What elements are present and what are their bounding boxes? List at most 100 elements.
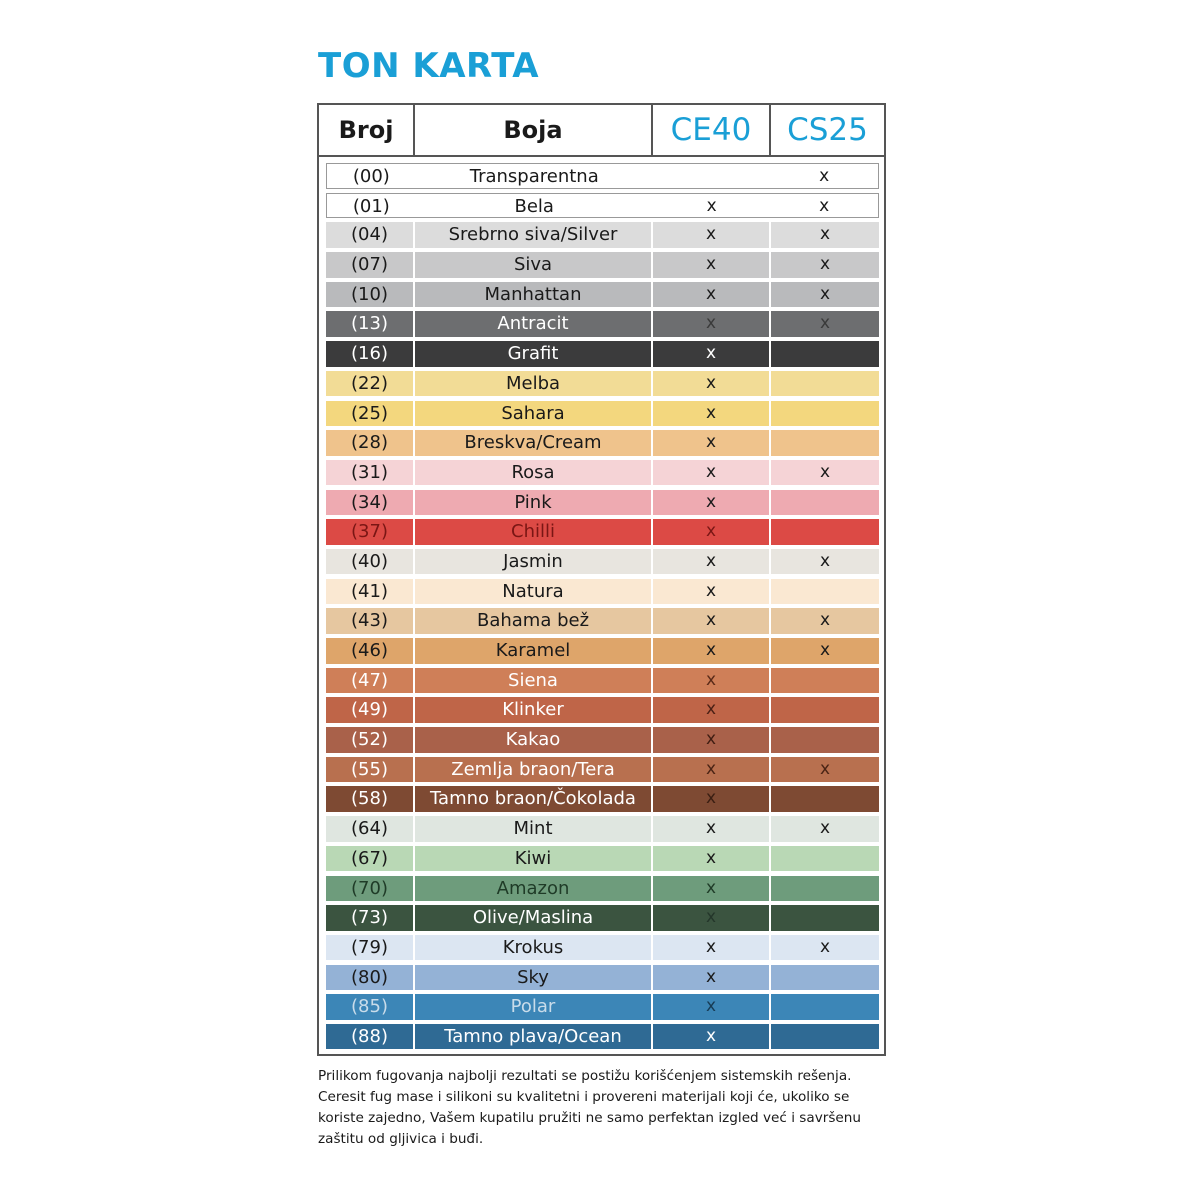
cs25-availability	[771, 786, 879, 812]
cs25-availability: x	[819, 461, 831, 482]
header-broj: Broj	[319, 105, 415, 155]
cs25-availability	[771, 846, 879, 872]
ce40-availability: x	[653, 459, 771, 486]
ce40-availability: x	[653, 519, 771, 545]
table-row: (73) Olive/Maslina x	[326, 905, 879, 931]
cs25-availability	[771, 490, 879, 516]
color-number: (00)	[352, 166, 390, 187]
color-name: Natura	[415, 578, 653, 605]
color-number: (25)	[326, 400, 415, 426]
ce40-availability: x	[653, 1023, 771, 1050]
table-row: (37) Chilli x	[326, 519, 879, 545]
color-number: (13)	[326, 311, 415, 337]
cs25-availability: x	[819, 818, 831, 839]
cs25-availability: x	[819, 283, 831, 304]
color-number: (79)	[326, 934, 415, 961]
ce40-availability: x	[653, 638, 771, 664]
color-name: Antracit	[415, 311, 653, 337]
table-row: (46) Karamel x x	[326, 638, 879, 664]
ce40-availability: x	[653, 281, 771, 308]
color-number: (55)	[326, 756, 415, 783]
color-number: (47)	[326, 667, 415, 694]
color-chart-table: Broj Boja CE40 CS25 (00) Transparentna x (0…	[317, 103, 886, 1056]
cs25-availability: x	[819, 936, 831, 957]
color-name: Mint	[415, 816, 653, 842]
color-number: (34)	[326, 489, 415, 516]
table-row: (43) Bahama bež x x	[326, 608, 879, 634]
table-row: (40) Jasmin x x	[326, 548, 879, 575]
color-number: (40)	[326, 548, 415, 575]
color-number: (52)	[326, 727, 415, 753]
table-row: (79) Krokus x x	[326, 934, 879, 961]
color-number: (46)	[326, 638, 415, 664]
ce40-availability: x	[653, 311, 771, 337]
cs25-availability	[771, 1024, 879, 1050]
color-name: Olive/Maslina	[415, 905, 653, 931]
color-number: (64)	[326, 816, 415, 842]
ce40-availability: x	[653, 816, 771, 842]
table-row: (10) Manhattan x x	[326, 281, 879, 308]
color-number: (88)	[326, 1023, 415, 1050]
ce40-availability	[653, 164, 771, 188]
table-row: (28) Breskva/Cream x	[326, 430, 879, 456]
table-row: (01) Bela x x	[326, 192, 879, 219]
ce40-availability: x	[653, 845, 771, 872]
table-row: (25) Sahara x	[326, 400, 879, 426]
color-number: (43)	[326, 608, 415, 634]
color-name: Klinker	[415, 697, 653, 723]
color-number: (58)	[326, 786, 415, 812]
cs25-availability: x	[819, 195, 830, 216]
color-name: Pink	[415, 489, 653, 516]
cs25-availability	[771, 519, 879, 545]
color-name: Tamno braon/Čokolada	[415, 786, 653, 812]
ce40-availability: x	[653, 370, 771, 397]
ce40-availability: x	[706, 195, 717, 216]
cs25-availability: x	[819, 640, 831, 660]
cs25-availability	[771, 876, 879, 902]
color-number: (49)	[326, 697, 415, 723]
color-name: Tamno plava/Ocean	[415, 1023, 653, 1050]
ce40-availability: x	[653, 905, 771, 931]
cs25-availability	[771, 994, 879, 1020]
color-number: (85)	[326, 994, 415, 1020]
color-name: Sky	[415, 964, 653, 991]
cs25-availability	[771, 371, 879, 397]
table-row: (34) Pink x	[326, 489, 879, 516]
color-rows: (00) Transparentna x (01) Bela x x (04) Srebrno …	[326, 163, 879, 1054]
color-name: Siena	[415, 667, 653, 694]
color-name: Kiwi	[415, 845, 653, 872]
color-number: (37)	[326, 519, 415, 545]
table-row: (13) Antracit x x	[326, 311, 879, 337]
ce40-availability: x	[653, 964, 771, 991]
ce40-availability: x	[653, 252, 771, 278]
table-header: Broj Boja CE40 CS25	[319, 105, 884, 157]
color-number: (07)	[326, 252, 415, 278]
color-name: Karamel	[415, 638, 653, 664]
table-row: (47) Siena x	[326, 667, 879, 694]
color-name: Jasmin	[415, 548, 653, 575]
ce40-availability: x	[653, 786, 771, 812]
ce40-availability: x	[653, 489, 771, 516]
color-number: (31)	[326, 459, 415, 486]
color-name: Sahara	[415, 400, 653, 426]
table-row: (58) Tamno braon/Čokolada x	[326, 786, 879, 812]
color-name: Transparentna	[469, 166, 599, 187]
color-name: Bela	[514, 195, 554, 217]
color-number: (01)	[352, 195, 390, 217]
cs25-availability	[771, 905, 879, 931]
ce40-availability: x	[653, 875, 771, 901]
ce40-availability: x	[653, 400, 771, 426]
color-name: Grafit	[415, 341, 653, 367]
color-number: (28)	[326, 430, 415, 456]
color-number: (73)	[326, 905, 415, 931]
color-number: (10)	[326, 281, 415, 308]
ce40-availability: x	[653, 222, 771, 248]
cs25-availability: x	[819, 313, 831, 334]
cs25-availability	[771, 341, 879, 367]
table-row: (07) Siva x x	[326, 252, 879, 278]
cs25-availability: x	[819, 758, 831, 779]
table-row: (41) Natura x	[326, 578, 879, 605]
table-row: (67) Kiwi x	[326, 845, 879, 872]
table-row: (22) Melba x	[326, 370, 879, 397]
color-name: Srebrno siva/Silver	[415, 222, 653, 248]
